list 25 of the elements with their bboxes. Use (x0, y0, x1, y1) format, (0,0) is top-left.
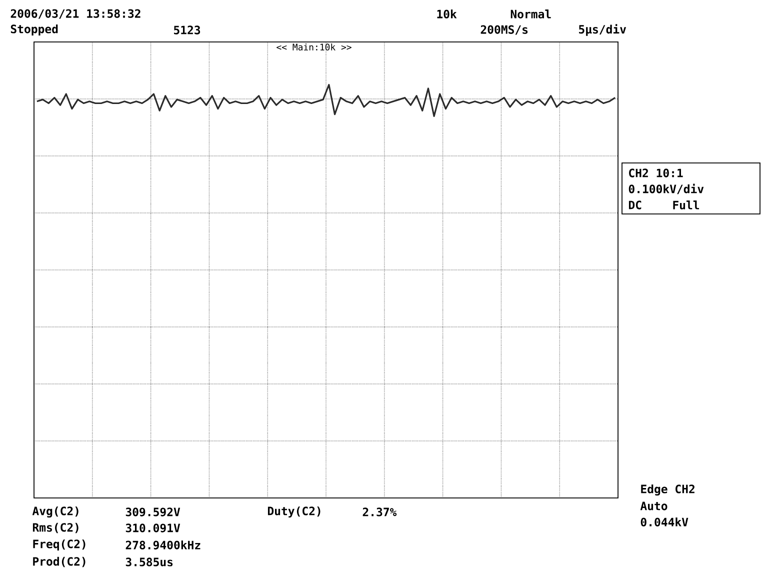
text: 0.044kV (640, 518, 688, 526)
text: 309.592V (126, 508, 180, 516)
text: Duty(C2) (268, 506, 320, 518)
text: 10k (437, 10, 457, 18)
text: Auto (640, 502, 668, 510)
text: 5123 (174, 26, 200, 34)
text: 2006/03/21 13:58:32 (10, 9, 140, 19)
text: Freq(C2) (33, 539, 86, 551)
text: << Main:10k >> (276, 44, 352, 50)
text: Full (673, 200, 700, 210)
text: 310.091V (126, 524, 180, 532)
text: 3.585us (126, 558, 173, 566)
text: 278.9400kHz (126, 540, 200, 550)
text: Rms(C2) (32, 522, 78, 534)
text: Stopped (10, 24, 58, 36)
text: DC (628, 200, 642, 210)
text: 0.100kV/div (628, 184, 704, 194)
text: Prod(C2) (33, 556, 86, 568)
text: 5µs/div (579, 24, 626, 36)
text: Normal (510, 10, 551, 18)
text: 2.37% (362, 508, 397, 516)
text: Avg(C2) (32, 506, 78, 518)
text: Edge CH2 (641, 484, 694, 496)
text: CH2 10:1 (629, 168, 683, 178)
text: 200MS/s (480, 25, 528, 35)
